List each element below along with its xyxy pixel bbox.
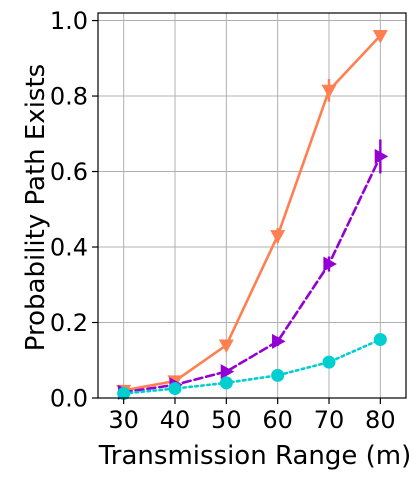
y-tick-label: 0.2 <box>50 309 88 337</box>
series-1-line <box>122 34 382 392</box>
x-tick-label: 70 <box>314 406 345 434</box>
series-1-point <box>321 84 337 99</box>
series-1-point <box>372 30 388 44</box>
series-1-point <box>218 339 234 354</box>
series-3-point <box>373 332 387 346</box>
series-3-point <box>271 368 285 382</box>
y-tick-label: 0.0 <box>50 385 88 413</box>
series-3-point <box>322 355 336 369</box>
y-axis-label: Probability Path Exists <box>21 64 51 351</box>
series-2-point <box>220 364 235 380</box>
series-3 <box>117 332 387 400</box>
x-tick-label: 40 <box>160 406 191 434</box>
x-tick-label: 30 <box>108 406 139 434</box>
y-tick-label: 1.0 <box>50 7 88 35</box>
series-1-point <box>270 230 286 244</box>
plot-frame <box>97 12 407 399</box>
x-tick-label: 50 <box>211 406 242 434</box>
series-2-point <box>374 148 389 164</box>
x-tick-label: 80 <box>365 406 396 434</box>
y-tick-label: 0.8 <box>50 83 88 111</box>
series-2-point <box>323 256 337 272</box>
series-2-point <box>272 333 286 349</box>
series-layer <box>116 30 389 400</box>
series-2-line <box>122 155 382 394</box>
y-tick-label: 0.6 <box>50 158 88 186</box>
series-3-point <box>117 386 131 400</box>
x-axis-label: Transmission Range (m) <box>98 441 412 471</box>
series-3-line <box>122 338 382 395</box>
axis-ticks: 30 40 50 60 70 80 0.0 0.2 0.4 0.6 0.8 1.0 <box>50 7 396 434</box>
series-3-point <box>219 376 233 390</box>
x-tick-label: 60 <box>262 406 293 434</box>
y-tick-label: 0.4 <box>50 234 88 262</box>
grid <box>98 13 406 399</box>
series-3-point <box>168 382 182 396</box>
